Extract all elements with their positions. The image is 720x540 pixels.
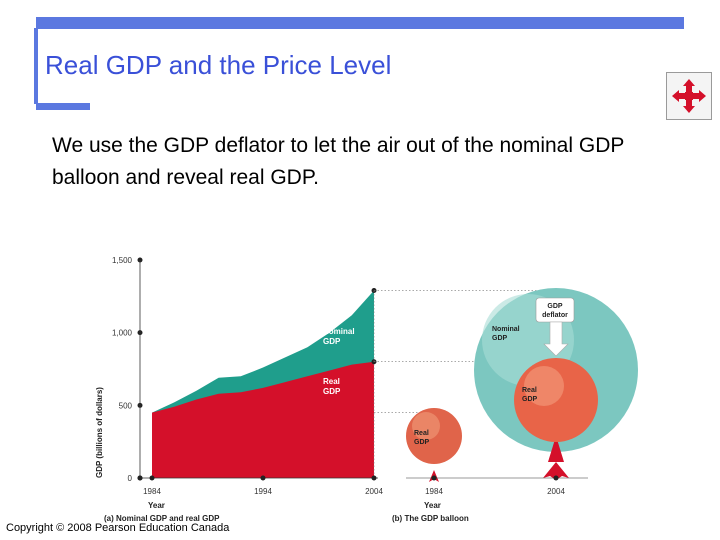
panel-b-gdp-balloon: Real GDP GDP deflator Nominal GDP Real G…	[392, 288, 638, 523]
title-underline	[36, 103, 90, 110]
nominal-gdp-series-label: Nominal	[323, 327, 355, 336]
panel-a-caption: (a) Nominal GDP and real GDP	[104, 514, 220, 523]
panel-a-nominal-real-gdp: GDP (billions of dollars) 0 500 1,000 1,500…	[95, 256, 556, 523]
y-tick-label: 0	[128, 474, 133, 483]
deflator-arrow	[543, 321, 569, 357]
y-axis-label: GDP (billions of dollars)	[95, 387, 104, 478]
balloon-2004-real-highlight	[524, 366, 564, 406]
move-arrows-icon[interactable]	[666, 72, 712, 120]
balloon-1984-highlight	[412, 412, 440, 440]
balloon-2004-real-gdp-label-2: GDP	[522, 396, 538, 403]
gdp-deflator-label: GDP	[547, 303, 563, 310]
nominal-gdp-series-label-2: GDP	[323, 337, 341, 346]
balloon-2004-knot	[543, 462, 569, 480]
balloon-2004-nominal-gdp-label-2: GDP	[492, 335, 508, 342]
title-top-bar	[36, 17, 684, 29]
panel-b-year-2004: 2004	[547, 487, 565, 496]
slide-body-text: We use the GDP deflator to let the air o…	[52, 134, 624, 189]
panel-b-caption: (b) The GDP balloon	[392, 514, 469, 523]
x-ticks: 1984 1994 2004	[137, 475, 383, 496]
balloon-1984-real-gdp-label-2: GDP	[414, 439, 430, 446]
y-tick-label: 1,500	[112, 256, 133, 265]
panel-b-dot-1984	[431, 475, 437, 481]
y-tick-label: 500	[119, 401, 133, 410]
balloon-2004-real-gdp-label: Real	[522, 387, 537, 394]
real-gdp-area	[152, 361, 374, 478]
y-tick-label: 1,000	[112, 329, 133, 338]
gdp-chart: GDP (billions of dollars) 0 500 1,000 1,500…	[95, 256, 638, 523]
x-axis-label: Year	[148, 501, 165, 510]
real-gdp-series-label: Real	[323, 377, 340, 386]
balloon-1984-real-gdp-label: Real	[414, 430, 429, 437]
panel-b-x-axis-label: Year	[424, 501, 441, 510]
y-ticks: 0 500 1,000 1,500	[112, 256, 143, 483]
x-tick-dot	[260, 475, 266, 481]
title-left-bar	[34, 28, 38, 104]
origin-dot	[137, 475, 143, 481]
x-tick-label: 1994	[254, 487, 272, 496]
x-tick-label: 2004	[365, 487, 383, 496]
real-gdp-series-label-2: GDP	[323, 387, 341, 396]
balloon-2004: GDP deflator Nominal GDP Real GDP	[474, 288, 638, 480]
panel-b-year-1984: 1984	[425, 487, 443, 496]
copyright-notice: Copyright © 2008 Pearson Education Canad…	[6, 522, 230, 534]
balloon-2004-neck	[548, 436, 564, 462]
x-tick-label: 1984	[143, 487, 161, 496]
slide-title: Real GDP and the Price Level	[45, 50, 392, 80]
balloon-1984: Real GDP	[406, 408, 462, 482]
balloon-2004-nominal-gdp-label: Nominal	[492, 326, 520, 333]
x-tick-dot	[371, 475, 377, 481]
panel-b-dot-2004	[553, 475, 559, 481]
gdp-deflator-label-2: deflator	[542, 312, 568, 319]
x-tick-dot	[149, 475, 155, 481]
